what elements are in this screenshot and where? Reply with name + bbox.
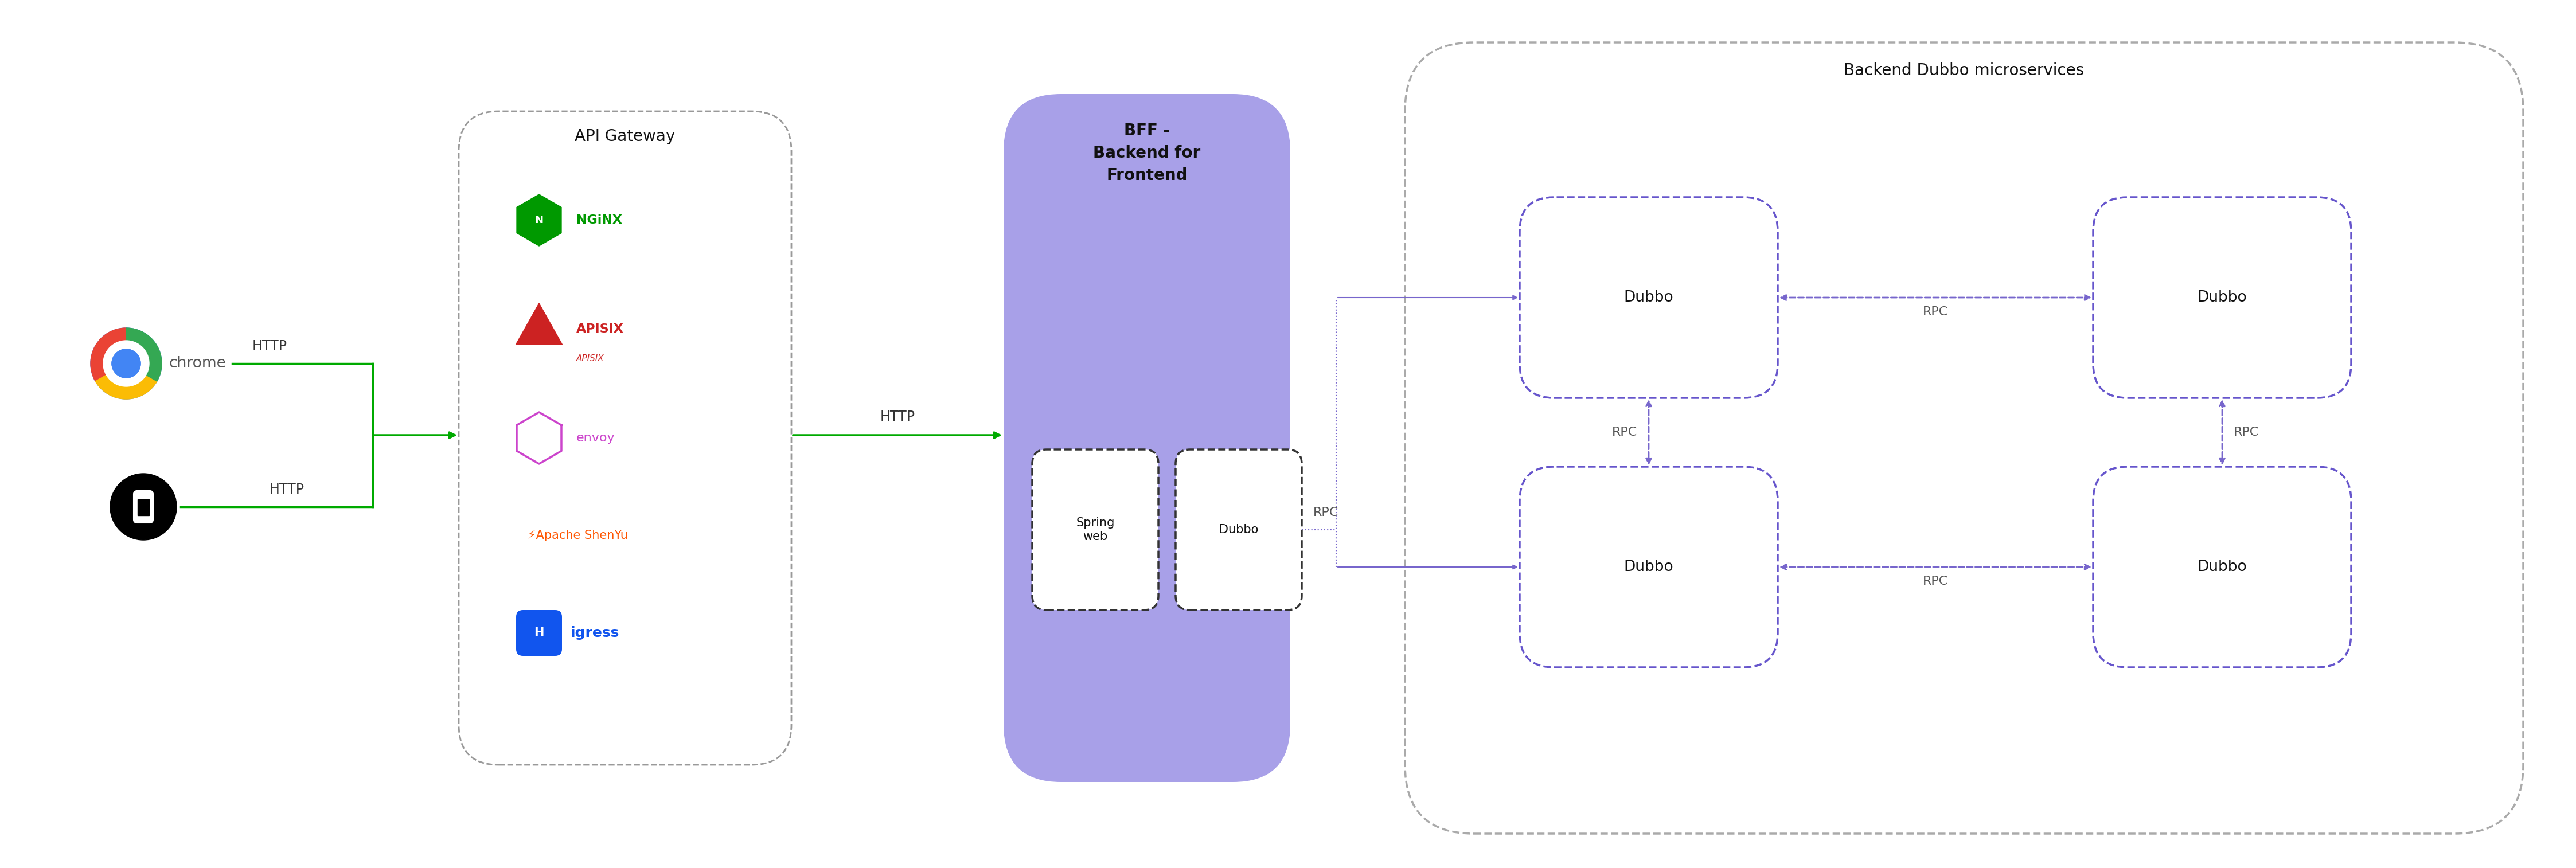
Text: igress: igress: [572, 626, 621, 640]
FancyBboxPatch shape: [1033, 450, 1159, 610]
Text: HTTP: HTTP: [270, 483, 304, 496]
Text: NGiNX: NGiNX: [577, 214, 623, 226]
FancyBboxPatch shape: [134, 490, 152, 523]
Text: Dubbo: Dubbo: [1623, 560, 1674, 575]
Text: Dubbo: Dubbo: [2197, 290, 2246, 305]
Text: Dubbo: Dubbo: [1218, 524, 1257, 536]
Text: RPC: RPC: [1922, 575, 1947, 587]
Text: envoy: envoy: [577, 432, 616, 444]
Text: Dubbo: Dubbo: [2197, 560, 2246, 575]
Circle shape: [90, 328, 162, 399]
Text: RPC: RPC: [2233, 426, 2259, 438]
Text: RPC: RPC: [1613, 426, 1638, 438]
Text: BFF -
Backend for
Frontend: BFF - Backend for Frontend: [1092, 122, 1200, 183]
Circle shape: [111, 349, 142, 378]
FancyBboxPatch shape: [515, 610, 562, 656]
Circle shape: [111, 474, 178, 540]
Text: Spring
web: Spring web: [1077, 517, 1115, 542]
Polygon shape: [518, 194, 562, 246]
Circle shape: [103, 340, 149, 386]
Text: APISIX: APISIX: [577, 324, 623, 335]
Text: Backend Dubbo microservices: Backend Dubbo microservices: [1844, 62, 2084, 78]
Text: HTTP: HTTP: [252, 339, 286, 353]
FancyBboxPatch shape: [1175, 450, 1301, 610]
Text: chrome: chrome: [170, 356, 227, 371]
Text: API Gateway: API Gateway: [574, 128, 675, 144]
Wedge shape: [95, 364, 157, 399]
Text: RPC: RPC: [1314, 507, 1340, 518]
Text: RPC: RPC: [1922, 306, 1947, 318]
Bar: [137, 499, 149, 516]
Text: N: N: [536, 215, 544, 226]
Text: APISIX: APISIX: [577, 355, 605, 363]
FancyBboxPatch shape: [2094, 197, 2352, 398]
Circle shape: [111, 349, 142, 378]
Polygon shape: [515, 303, 562, 345]
FancyBboxPatch shape: [2094, 467, 2352, 667]
Wedge shape: [90, 328, 126, 381]
Text: Dubbo: Dubbo: [1623, 290, 1674, 305]
Wedge shape: [126, 328, 162, 381]
FancyBboxPatch shape: [1005, 94, 1291, 782]
FancyBboxPatch shape: [1520, 197, 1777, 398]
Text: H: H: [533, 628, 544, 639]
FancyBboxPatch shape: [1520, 467, 1777, 667]
Text: HTTP: HTTP: [881, 410, 914, 424]
Text: ⚡Apache ShenYu: ⚡Apache ShenYu: [528, 529, 629, 542]
